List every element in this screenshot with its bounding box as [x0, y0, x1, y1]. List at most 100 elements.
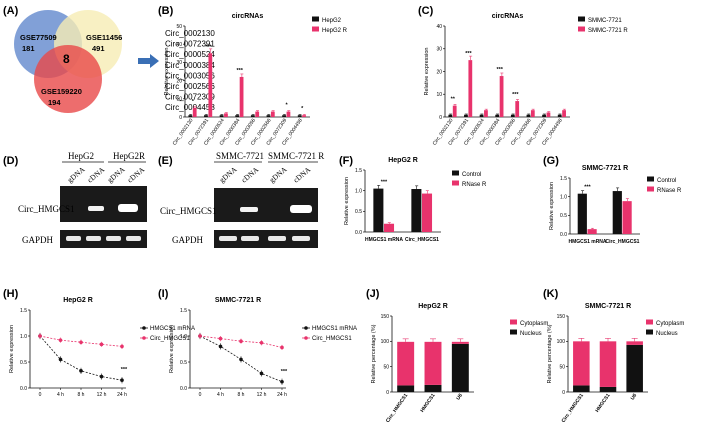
- gel-d-band: [88, 206, 104, 211]
- gel-d-lane1: gDNA: [66, 164, 88, 184]
- legend-label: RNase R: [657, 188, 682, 194]
- circ-list-item: Circ_0002130: [165, 29, 215, 38]
- circ-list-item: Circ_0004458: [165, 103, 215, 112]
- bar-segment: [573, 341, 590, 386]
- legend-swatch: [646, 329, 653, 335]
- y-tick-label: 1.0: [355, 188, 362, 194]
- data-point: [198, 334, 202, 338]
- x-tick-label: 12 h: [97, 392, 107, 398]
- legend-label: Circ_HMGCS1: [312, 336, 352, 342]
- legend-label: Nucleus: [656, 331, 678, 337]
- y-tick-label: 0: [179, 115, 182, 121]
- bar: [384, 223, 395, 232]
- x-tick-label: Circ_HMGCS1: [405, 237, 439, 243]
- y-tick-label: 40: [436, 24, 442, 30]
- y-tick-label: 1.0: [180, 334, 187, 340]
- bar: [622, 201, 632, 234]
- legend-swatch: [312, 26, 319, 32]
- bar-segment: [424, 341, 442, 385]
- significance-label: ***: [584, 185, 591, 191]
- significance-label: ***: [236, 68, 243, 74]
- venn-set1-count: 181: [22, 44, 35, 53]
- x-tick-label: HMGCS1: [419, 393, 436, 414]
- panel-label: (F): [339, 155, 353, 167]
- significance-label: ***: [281, 369, 288, 375]
- bar: [587, 229, 597, 234]
- bar: [577, 193, 587, 234]
- data-point: [239, 339, 243, 344]
- bar: [297, 115, 302, 117]
- y-tick-label: 1.5: [180, 308, 187, 314]
- data-point: [280, 379, 284, 384]
- bar: [495, 114, 500, 117]
- data-point: [218, 344, 223, 349]
- bar: [219, 115, 224, 117]
- legend-label: RNase R: [462, 182, 487, 188]
- x-tick-label: 0: [39, 392, 42, 398]
- bar: [448, 114, 453, 117]
- panel-label: (G): [543, 155, 559, 167]
- x-tick-label: 8 h: [78, 392, 85, 398]
- data-point: [99, 374, 104, 379]
- legend-label: Control: [657, 178, 676, 184]
- gel-d-image-gapdh: [60, 230, 147, 248]
- y-tick-label: 0.5: [180, 360, 187, 366]
- bar: [250, 115, 255, 117]
- y-tick-label: 50: [383, 364, 389, 370]
- significance-label: **: [451, 97, 456, 103]
- x-tick-label: Circ_HMGCS1: [561, 393, 585, 424]
- y-tick-label: 1.0: [560, 194, 567, 200]
- legend-label: SMMC-7721 R: [588, 28, 628, 34]
- x-tick-label: HMGCS1 mRNA: [568, 239, 606, 245]
- panel-e-label: (E): [158, 155, 173, 167]
- x-tick-label: U6: [630, 393, 639, 402]
- bar: [208, 53, 213, 117]
- chart-title: HepG2 R: [63, 297, 93, 304]
- circ-list-item: Circ_0072309: [165, 93, 215, 102]
- bar: [452, 105, 457, 117]
- circ-list-item: Circ_0072391: [165, 40, 215, 49]
- x-tick-label: U6: [455, 393, 464, 402]
- circ-list-item: Circ_0002566: [165, 82, 215, 91]
- chart-title: SMMC-7721 R: [585, 303, 631, 310]
- legend-swatch: [452, 170, 459, 176]
- y-axis-label: Relative percentage (%): [547, 324, 553, 383]
- chart-title: HepG2 R: [388, 157, 418, 164]
- y-axis-label: Relative expression: [169, 325, 175, 373]
- y-tick-label: 0.0: [20, 386, 27, 392]
- significance-label: *: [301, 106, 304, 112]
- circ-list-item: Circ_0000384: [165, 61, 215, 70]
- bar: [282, 115, 286, 117]
- venn-set2-count: 491: [92, 44, 105, 53]
- chart-f: 0.0 0.5 1.0 1.5 Relative expression HepG2 R (F…: [339, 155, 487, 243]
- bar: [192, 107, 197, 117]
- data-point: [259, 340, 264, 345]
- y-tick-label: 0.0: [355, 230, 362, 236]
- chart-g: 0.0 0.5 1.0 1.5 Relative expression SMMC-7721…: [543, 155, 682, 245]
- y-tick-label: 0.5: [560, 213, 567, 219]
- data-point: [280, 345, 284, 350]
- legend-label: Control: [462, 172, 481, 178]
- y-axis-label: Relative expression: [344, 177, 350, 225]
- y-tick-label: 150: [381, 314, 390, 320]
- bar: [542, 114, 546, 117]
- gel-d-band: [66, 236, 81, 241]
- legend-label: HepG2: [322, 18, 342, 24]
- panel-e: (E) SMMC-7721 SMMC-7721 R gDNA cDNA gDNA…: [158, 151, 324, 248]
- y-tick-label: 1.5: [560, 176, 567, 182]
- y-tick-label: 40: [176, 42, 182, 48]
- legend-label: Cytoplasm: [656, 321, 684, 327]
- legend-swatch: [304, 326, 308, 330]
- significance-label: ***: [512, 92, 519, 98]
- legend-swatch: [647, 186, 654, 192]
- gel-e-lane2: cDNA: [240, 165, 261, 185]
- gel-d-band: [86, 236, 101, 241]
- bar: [557, 114, 562, 117]
- gel-e-group1: SMMC-7721: [216, 151, 264, 161]
- chart-title: SMMC-7721 R: [582, 165, 628, 172]
- panel-d: (D) HepG2 HepG2R gDNA cDNA gDNA cDNA Cir…: [3, 151, 147, 248]
- legend-swatch: [312, 16, 319, 22]
- panel-label: (H): [3, 288, 19, 300]
- bar: [468, 60, 473, 117]
